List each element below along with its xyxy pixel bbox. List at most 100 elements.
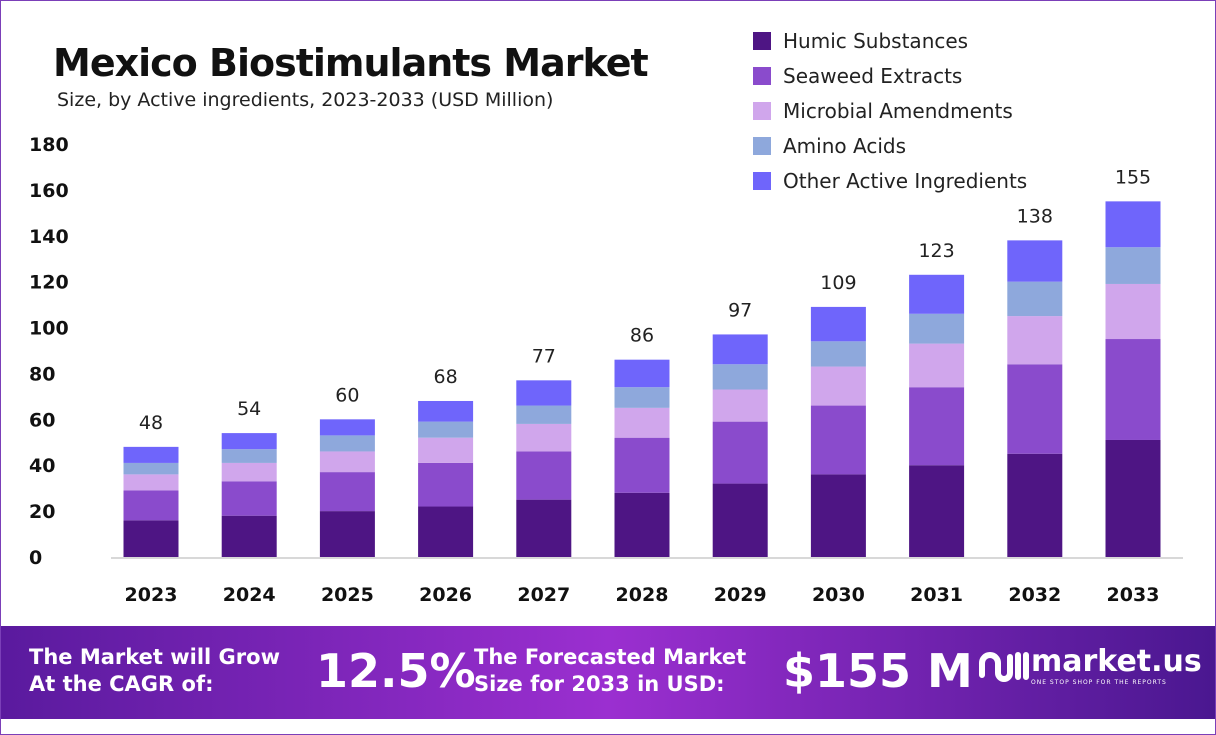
bar-segment: [418, 400, 474, 422]
bar-segment: [909, 465, 965, 557]
bar-segment: [712, 421, 768, 484]
data-label: 68: [434, 366, 458, 388]
bar-segment: [909, 313, 965, 344]
legend-item: Seaweed Extracts: [753, 58, 1027, 93]
bar-segment: [712, 483, 768, 557]
legend-item: Microbial Amendments: [753, 93, 1027, 128]
bar-segment: [418, 437, 474, 463]
data-label: 109: [820, 272, 856, 294]
data-label: 138: [1017, 205, 1053, 227]
bar-segment: [614, 437, 670, 493]
x-tick-label: 2028: [616, 584, 669, 606]
data-label: 60: [335, 384, 359, 406]
legend-label: Amino Acids: [783, 133, 906, 158]
bar-segment: [1105, 439, 1161, 557]
bar-segment: [1007, 240, 1063, 282]
chart-title: Mexico Biostimulants Market: [53, 41, 649, 85]
legend-swatch: [753, 136, 771, 155]
bar-segment: [1105, 247, 1161, 284]
bar-segment: [221, 462, 277, 482]
data-label: 123: [918, 240, 954, 262]
bar-segment: [712, 389, 768, 422]
bar-segment: [810, 366, 866, 406]
bar-segment: [319, 472, 375, 512]
y-tick-label: 80: [29, 363, 55, 385]
bar-segment: [418, 462, 474, 507]
bar-segment: [712, 334, 768, 365]
bar-segment: [1105, 339, 1161, 440]
legend-item: Humic Substances: [753, 23, 1027, 58]
bar-segment: [221, 515, 277, 557]
bar-segment: [123, 490, 179, 521]
bar-segment: [516, 405, 572, 424]
bar-segment: [810, 405, 866, 475]
legend-label: Microbial Amendments: [783, 98, 1013, 123]
data-label: 77: [532, 345, 556, 367]
x-tick-label: 2029: [714, 584, 767, 606]
bar-segment: [614, 359, 670, 388]
legend-swatch: [753, 171, 771, 190]
bar-segment: [614, 492, 670, 557]
bar-segment: [1007, 364, 1063, 454]
data-label: 97: [728, 299, 752, 321]
bar-segment: [418, 421, 474, 438]
x-tick-label: 2023: [125, 584, 178, 606]
legend-item: Other Active Ingredients: [753, 163, 1027, 198]
bar-segment: [909, 274, 965, 314]
bar-segment: [319, 451, 375, 473]
bar-segment: [1007, 281, 1063, 317]
y-tick-label: 180: [29, 134, 69, 156]
bar-segment: [221, 433, 277, 450]
x-tick-label: 2026: [419, 584, 472, 606]
bar-segment: [1007, 316, 1063, 365]
data-label: 54: [237, 398, 261, 420]
bar-segment: [516, 423, 572, 452]
x-tick-label: 2031: [910, 584, 963, 606]
bar-chart: 0 20 40 60 80 100 120 140 160 180 48 2023 54 2024 60 20…: [29, 134, 1183, 606]
bar-segment: [418, 506, 474, 557]
legend-item: Amino Acids: [753, 128, 1027, 163]
bar-segment: [810, 306, 866, 342]
legend-label: Humic Substances: [783, 28, 969, 53]
y-tick-label: 140: [29, 226, 69, 248]
x-tick-label: 2033: [1107, 584, 1160, 606]
bar-segment: [1105, 201, 1161, 248]
forecast-value: $155 M: [783, 644, 973, 698]
x-tick-label: 2024: [223, 584, 276, 606]
bar-segment: [614, 407, 670, 438]
y-tick-label: 160: [29, 180, 69, 202]
legend: Humic Substances Seaweed Extracts Microbia…: [753, 23, 1027, 198]
cagr-value: 12.5%: [316, 644, 476, 698]
bar-segment: [221, 449, 277, 463]
x-tick-label: 2030: [812, 584, 865, 606]
y-tick-label: 60: [29, 409, 55, 431]
legend-label: Seaweed Extracts: [783, 63, 963, 88]
x-tick-label: 2025: [321, 584, 374, 606]
market-us-logo: market.us ONE STOP SHOP FOR THE REPORTS: [976, 644, 1202, 686]
summary-banner: The Market will Grow At the CAGR of: 12.5…: [1, 626, 1215, 719]
y-tick-label: 20: [29, 501, 55, 523]
forecast-label: The Forecasted Market Size for 2033 in US…: [474, 645, 747, 696]
y-tick-label: 100: [29, 318, 69, 340]
chart-subtitle: Size, by Active ingredients, 2023-2033 (…: [57, 89, 554, 111]
bar-segment: [614, 387, 670, 408]
bar-segment: [909, 343, 965, 388]
bar-segment: [712, 364, 768, 390]
legend-swatch: [753, 101, 771, 120]
bar-segment: [516, 499, 572, 557]
bar-segment: [123, 474, 179, 491]
bar-segment: [123, 520, 179, 557]
bar-segment: [909, 387, 965, 466]
bar-segment: [1007, 453, 1063, 557]
legend-swatch: [753, 66, 771, 85]
bar-segment: [319, 435, 375, 452]
y-tick-label: 120: [29, 272, 69, 294]
bar-segment: [319, 419, 375, 436]
data-label: 48: [139, 412, 163, 434]
data-label: 86: [630, 325, 654, 347]
bar-segment: [1105, 283, 1161, 340]
bar-segment: [221, 481, 277, 516]
legend-swatch: [753, 31, 771, 50]
y-tick-label: 0: [29, 547, 42, 569]
